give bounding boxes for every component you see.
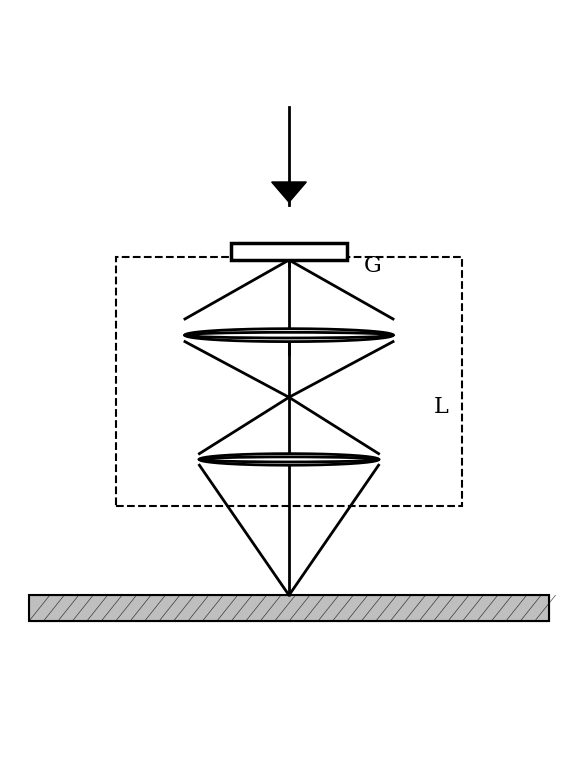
Bar [231,243,347,260]
Bar [116,257,462,506]
Polygon shape [185,329,393,341]
Polygon shape [272,182,306,202]
Text: G: G [364,255,382,277]
Polygon shape [199,453,379,466]
Text: L: L [434,397,449,419]
Bar [29,595,549,621]
